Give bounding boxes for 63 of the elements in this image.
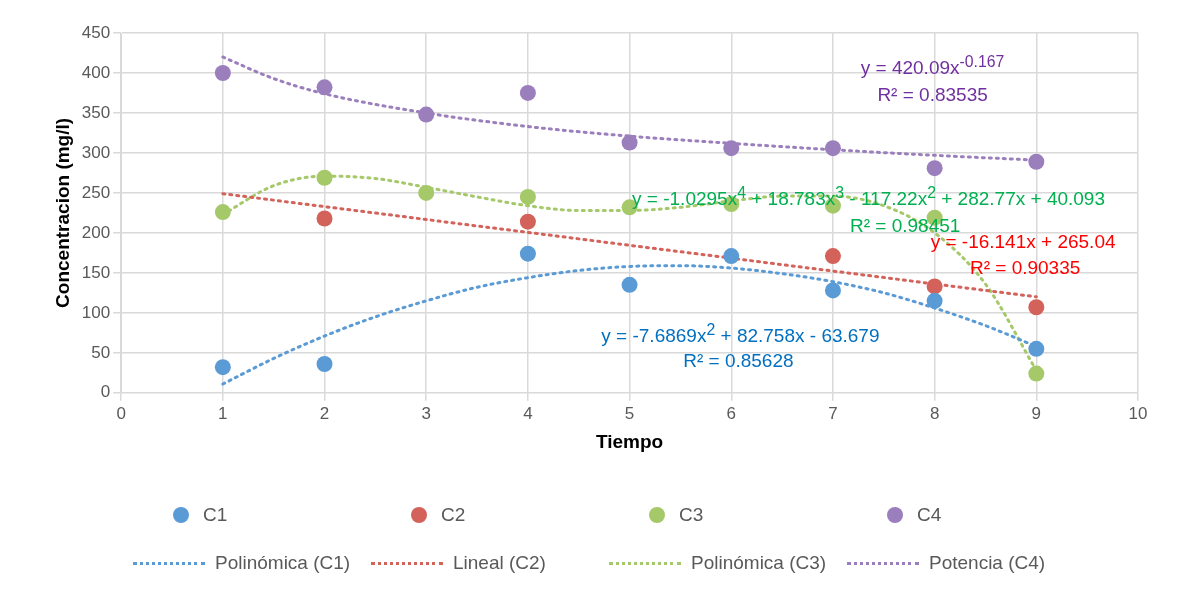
point	[621, 276, 638, 293]
point	[418, 184, 435, 201]
y-tick-label: 150	[81, 262, 111, 282]
legend-label: Polinómica (C3)	[691, 552, 827, 574]
legend-label: C3	[679, 504, 704, 526]
x-tick-label: 3	[421, 403, 431, 423]
point	[316, 169, 333, 186]
y-tick-label: 300	[81, 142, 111, 162]
x-tick-label: 1	[218, 403, 228, 423]
x-tick-label: 9	[1031, 403, 1042, 423]
x-tick-label: 2	[319, 403, 330, 423]
x-tick-label: 8	[929, 403, 940, 423]
annotation: R² = 0.85628	[683, 349, 794, 372]
point	[214, 64, 231, 81]
legend-label: C2	[441, 504, 466, 526]
point	[824, 140, 841, 157]
y-tick-label: 350	[81, 102, 111, 122]
point	[519, 84, 536, 101]
point	[621, 134, 638, 151]
point	[926, 292, 943, 309]
y-tick-label: 50	[91, 342, 111, 362]
point	[926, 278, 943, 295]
point	[824, 282, 841, 299]
x-tick-label: 6	[726, 403, 736, 423]
point	[214, 359, 231, 376]
y-tick-label: 250	[81, 182, 111, 202]
legend-label: C4	[917, 504, 942, 526]
x-tick-label: 0	[116, 403, 126, 423]
point	[519, 245, 536, 262]
point	[1028, 153, 1045, 170]
annotation: y = 420.09x$^{-0.167}$	[860, 51, 1005, 80]
y-tick-label: 450	[81, 22, 111, 42]
legend-label: Lineal (C2)	[453, 552, 546, 574]
x-axis-title: Tiempo	[595, 430, 664, 452]
legend-label: C1	[203, 504, 228, 526]
legend-label: Potencia (C4)	[929, 552, 1046, 574]
point	[1028, 365, 1045, 382]
y-tick-label: 100	[81, 302, 111, 322]
point	[316, 79, 333, 96]
x-tick-label: 7	[828, 403, 838, 423]
point	[316, 210, 333, 227]
annotation: R² = 0.90335	[969, 257, 1081, 280]
point	[519, 213, 536, 230]
point	[723, 248, 740, 265]
y-tick-label: 0	[100, 382, 111, 402]
point	[214, 204, 231, 221]
annotation: R² = 0.83535	[877, 83, 988, 106]
y-tick-label: 200	[81, 222, 111, 242]
y-axis-title: Concentracion (mg/l)	[51, 117, 73, 308]
y-tick-label: 400	[81, 62, 111, 82]
x-tick-label: 4	[523, 403, 533, 423]
point	[316, 356, 333, 373]
point	[926, 160, 943, 177]
point	[418, 106, 435, 123]
legend-label: Polinómica (C1)	[215, 552, 351, 574]
point	[824, 248, 841, 265]
point	[1028, 299, 1045, 316]
point	[1028, 340, 1045, 357]
x-tick-label: 5	[624, 403, 635, 423]
x-tick-label: 10	[1128, 403, 1148, 423]
point	[723, 140, 740, 157]
point	[519, 188, 536, 205]
annotation: y = -7.6869x$^{2}$ + 82.758x - 63.679	[601, 319, 880, 347]
